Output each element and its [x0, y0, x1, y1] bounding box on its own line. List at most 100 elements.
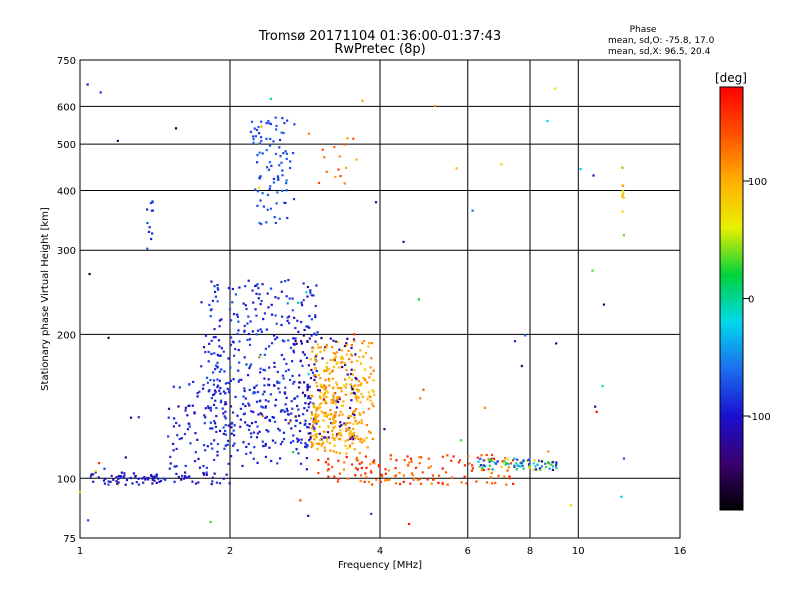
data-point	[522, 467, 525, 470]
data-point	[332, 427, 335, 430]
data-point	[229, 455, 233, 458]
data-point	[352, 411, 355, 414]
data-point	[505, 483, 508, 486]
data-point	[283, 340, 286, 343]
data-point	[338, 437, 341, 441]
colorbar-ticks: 100 0 -100	[743, 177, 771, 423]
data-point	[345, 344, 348, 347]
data-point	[205, 471, 208, 474]
data-point	[485, 453, 488, 457]
data-point	[268, 366, 271, 369]
data-point	[154, 475, 157, 478]
data-point	[132, 472, 136, 475]
data-point	[284, 418, 287, 422]
data-point	[292, 337, 295, 340]
data-point	[336, 341, 340, 344]
data-point	[212, 383, 215, 386]
data-point	[265, 121, 268, 125]
data-point	[319, 350, 322, 353]
data-point	[248, 388, 251, 392]
data-point	[335, 451, 338, 454]
data-point	[242, 395, 245, 398]
data-point	[309, 376, 313, 380]
y-tick-label: 500	[57, 140, 76, 151]
data-point	[339, 429, 342, 432]
data-point	[309, 291, 312, 294]
data-point	[119, 476, 122, 479]
data-point	[325, 365, 328, 369]
y-tick-label: 750	[57, 56, 76, 67]
data-point	[350, 346, 353, 350]
data-point	[238, 378, 241, 381]
data-point	[259, 199, 262, 202]
data-point	[321, 435, 324, 438]
data-point	[254, 308, 257, 311]
data-point	[291, 152, 295, 155]
data-point	[226, 439, 230, 443]
data-point	[250, 435, 253, 439]
data-point	[314, 304, 317, 308]
data-point	[168, 467, 171, 470]
data-point	[223, 403, 227, 406]
data-point	[331, 377, 335, 380]
data-point	[367, 395, 370, 398]
data-point	[475, 480, 478, 483]
data-point	[279, 154, 282, 158]
data-point	[219, 386, 222, 390]
data-point	[357, 380, 361, 383]
data-point	[219, 400, 223, 404]
data-point	[137, 477, 140, 480]
data-point	[363, 378, 367, 381]
data-point	[188, 383, 191, 386]
data-point	[491, 482, 494, 485]
data-point	[272, 384, 276, 387]
data-point	[216, 283, 219, 287]
data-point	[205, 466, 208, 469]
data-point	[494, 481, 497, 485]
data-point	[319, 346, 322, 349]
data-point	[90, 473, 93, 476]
data-point	[265, 415, 269, 418]
data-point	[316, 416, 319, 419]
data-point	[344, 363, 347, 366]
data-point	[146, 478, 150, 481]
data-point	[493, 461, 496, 464]
data-point	[325, 390, 328, 393]
data-point	[214, 295, 217, 298]
data-point	[373, 459, 376, 462]
data-point	[256, 329, 260, 332]
data-point	[277, 387, 280, 390]
data-point	[332, 395, 335, 398]
data-point	[169, 455, 172, 458]
data-point	[222, 412, 225, 415]
data-point	[328, 442, 331, 445]
data-point	[532, 462, 535, 465]
data-point	[311, 424, 315, 427]
data-point	[255, 292, 258, 295]
data-point	[234, 347, 237, 351]
data-point	[297, 452, 300, 455]
data-point	[263, 377, 266, 380]
data-point	[349, 435, 352, 438]
data-point	[426, 478, 429, 481]
data-point	[488, 464, 491, 467]
data-point	[471, 467, 475, 470]
data-point	[280, 315, 284, 318]
data-point	[239, 425, 242, 428]
data-point	[269, 137, 272, 141]
data-point	[304, 445, 307, 448]
data-point	[270, 342, 274, 345]
data-point	[258, 142, 261, 145]
data-point	[295, 448, 298, 451]
data-point	[359, 384, 362, 387]
data-point	[278, 138, 282, 142]
data-point	[215, 481, 219, 484]
data-point	[292, 440, 295, 443]
data-point	[480, 454, 483, 457]
data-point	[347, 415, 350, 418]
phase-stats-header: Phase	[630, 25, 657, 35]
data-point	[236, 332, 239, 336]
data-point	[441, 455, 444, 458]
data-point	[313, 357, 317, 360]
data-point	[452, 455, 455, 458]
